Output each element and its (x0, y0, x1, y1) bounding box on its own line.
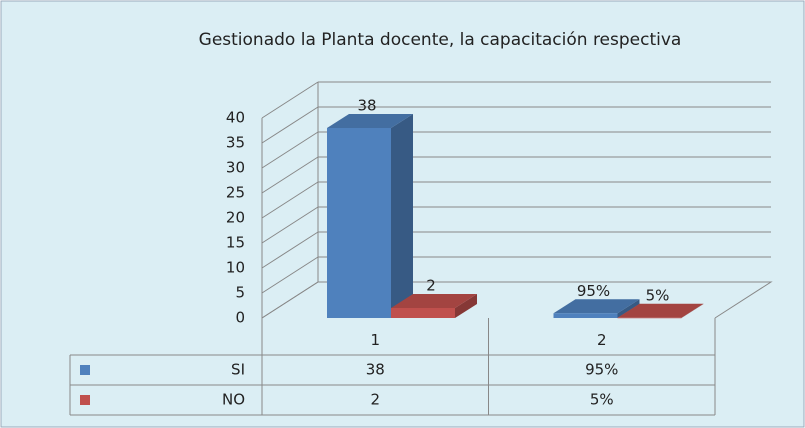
bar-side (455, 294, 477, 318)
y-tick-label: 0 (235, 309, 245, 327)
chart-title: Gestionado la Planta docente, la capacit… (199, 30, 682, 50)
bar (553, 313, 618, 318)
legend-label: SI (231, 361, 245, 379)
legend-swatch (80, 365, 90, 375)
y-tick-label: 40 (226, 109, 245, 127)
table-grid (69, 318, 716, 416)
table-cell: 2 (370, 391, 380, 409)
legend-swatch (80, 395, 90, 405)
bar-side (391, 114, 413, 318)
grid-line (261, 106, 319, 144)
table-cell: 38 (366, 361, 385, 379)
grid-line (261, 281, 319, 319)
bar-top (617, 303, 704, 318)
data-label: 5% (646, 286, 670, 304)
grid-line (261, 206, 319, 244)
table-cell: 5% (590, 391, 614, 409)
table-header: 1 (370, 331, 380, 349)
grid-line (261, 231, 319, 269)
legend-label: NO (222, 391, 245, 409)
y-tick-label: 20 (226, 209, 245, 227)
bar-top (553, 299, 640, 314)
bar-side (681, 303, 704, 318)
y-tick-label: 15 (226, 234, 245, 252)
y-tick-label: 10 (226, 259, 245, 277)
bar (391, 308, 455, 318)
y-tick-label: 5 (235, 284, 245, 302)
bar (617, 317, 682, 319)
grid-line (261, 181, 319, 219)
data-label: 95% (577, 282, 610, 300)
data-label: 38 (357, 97, 376, 115)
table-cell: 95% (585, 361, 618, 379)
grid-line (261, 81, 319, 119)
y-tick-label: 30 (226, 159, 245, 177)
table-header: 2 (597, 331, 607, 349)
grid-line (261, 131, 319, 169)
y-tick-label: 25 (226, 184, 245, 202)
data-label: 2 (426, 277, 436, 295)
grid-line (261, 156, 319, 194)
grid-line (261, 256, 319, 294)
bar-top (327, 114, 413, 128)
bar-side (617, 299, 640, 318)
y-tick-label: 35 (226, 134, 245, 152)
bar (327, 128, 391, 318)
bar-top (391, 294, 477, 308)
